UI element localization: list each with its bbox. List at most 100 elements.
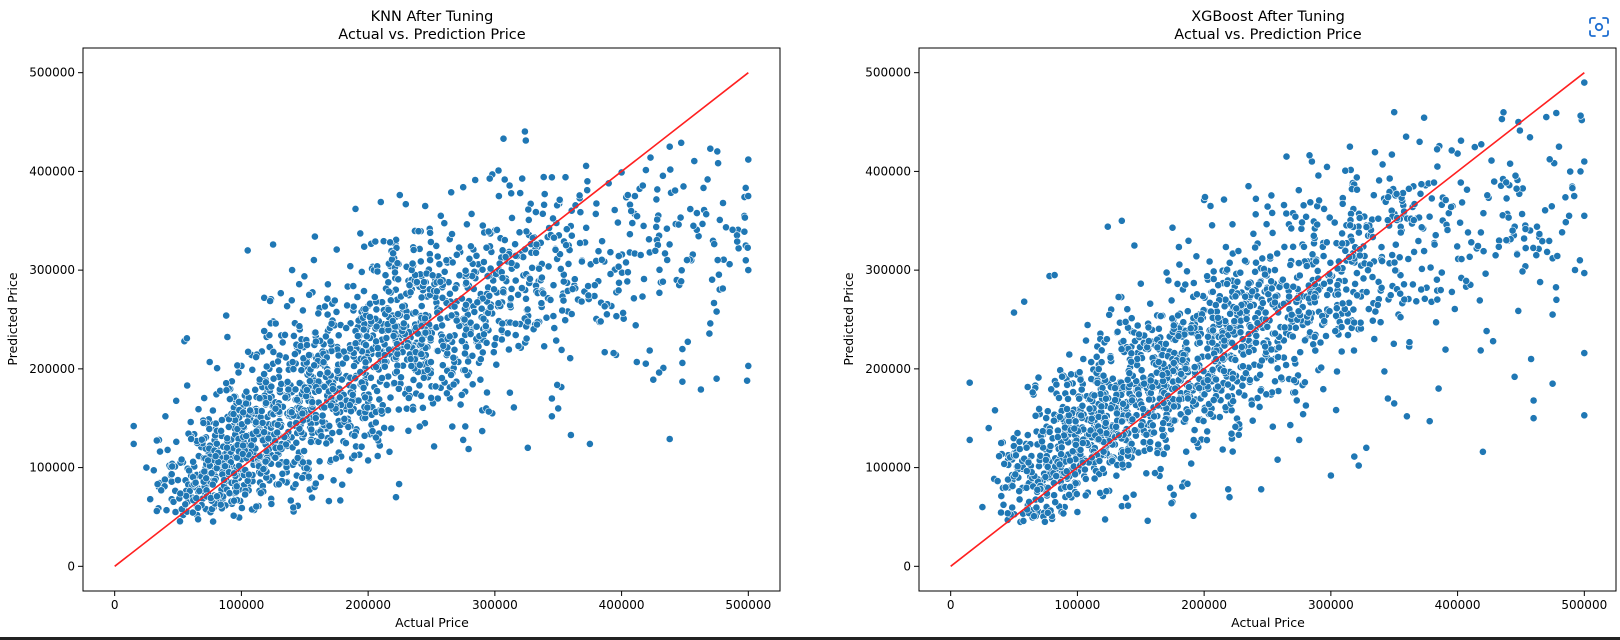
scatter-point (1543, 247, 1551, 256)
scatter-point (305, 351, 313, 359)
x-tick-label: 400000 (599, 598, 645, 612)
scatter-point (459, 435, 468, 444)
scatter-point (615, 278, 623, 287)
scatter-point (1214, 382, 1222, 391)
scatter-point (1294, 186, 1303, 195)
scatter-point (427, 393, 436, 402)
scatter-point (1267, 277, 1276, 286)
scatter-point (224, 422, 233, 431)
scatter-point (243, 417, 252, 426)
scatter-point (360, 431, 369, 440)
scatter-point (997, 508, 1005, 517)
scatter-point (373, 344, 382, 352)
scatter-point (152, 507, 161, 515)
scatter-point (320, 382, 329, 391)
scatter-point (384, 287, 393, 296)
scatter-point (1299, 410, 1307, 419)
scatter-point (1142, 430, 1151, 439)
scatter-point (439, 341, 448, 350)
chart-knn: KNN After Tuning Actual vs. Prediction P… (5, 9, 781, 630)
scatter-point (1252, 194, 1260, 203)
scatter-point (1425, 212, 1434, 221)
scatter-point (1465, 252, 1474, 261)
scatter-point (1302, 262, 1311, 270)
scatter-point (1162, 339, 1170, 348)
scatter-point (659, 171, 667, 180)
scatter-point (1122, 493, 1130, 502)
scatter-point (462, 278, 471, 287)
scatter-point (610, 206, 619, 214)
scatter-point (350, 362, 358, 370)
scatter-point (1023, 383, 1032, 391)
scatter-point (1377, 243, 1386, 251)
scatter-point (447, 311, 456, 320)
scatter-point (1050, 416, 1058, 425)
scatter-point (1156, 465, 1165, 473)
scatter-point (597, 255, 606, 264)
scatter-point (274, 480, 283, 489)
scatter-point (500, 175, 509, 184)
scatter-point (511, 319, 520, 328)
scatter-point (373, 452, 382, 460)
scatter-point (1175, 395, 1184, 404)
scatter-point (1353, 269, 1361, 277)
scatter-point (426, 228, 434, 237)
scatter-point (1282, 209, 1291, 218)
scatter-point (598, 237, 606, 246)
scatter-point (1345, 298, 1353, 307)
y-axis-label: Predicted Price (841, 272, 856, 365)
scatter-point (1514, 306, 1523, 315)
scatter-point (678, 345, 687, 353)
scatter-point (211, 452, 220, 461)
scatter-point (734, 244, 743, 253)
scatter-point (217, 416, 226, 424)
scatter-point (1234, 430, 1243, 439)
scatter-point (1082, 336, 1090, 345)
scatter-point (161, 412, 170, 421)
scatter-point (307, 425, 316, 434)
scatter-point (665, 435, 674, 443)
scatter-point (448, 422, 457, 431)
scatter-point (284, 385, 293, 394)
scatter-point (1580, 269, 1589, 277)
scatter-point (1518, 267, 1527, 276)
scatter-point (167, 470, 176, 479)
focus-screenshot-button[interactable] (1586, 14, 1612, 40)
scatter-point (1185, 383, 1193, 391)
scatter-point (641, 359, 650, 368)
scatter-point (404, 394, 413, 402)
scatter-point (540, 342, 549, 351)
scatter-point (380, 423, 389, 432)
scatter-point (205, 424, 214, 433)
scatter-point (507, 259, 516, 267)
scatter-point (1244, 182, 1253, 191)
scatter-point (391, 268, 399, 277)
scatter-point (1041, 472, 1050, 481)
scatter-point (499, 288, 508, 296)
scatter-point (583, 186, 592, 195)
scatter-point (1443, 226, 1452, 234)
x-tick-label: 0 (111, 598, 119, 612)
scatter-point (484, 227, 493, 236)
scatter-point (460, 349, 469, 358)
scatter-point (555, 195, 564, 204)
scatter-point (522, 227, 531, 236)
scatter-point (286, 496, 295, 505)
scatter-point (129, 439, 138, 448)
scatter-point (1063, 380, 1071, 389)
scatter-point (714, 159, 722, 168)
scatter-point (1205, 257, 1214, 266)
scatter-point (233, 361, 242, 370)
scatter-point (390, 379, 399, 387)
scatter-point (1212, 375, 1220, 384)
scatter-point (1414, 237, 1423, 245)
scatter-point (540, 190, 549, 198)
scatter-point (278, 469, 287, 478)
scatter-point (1458, 198, 1466, 207)
scatter-point (1068, 447, 1077, 456)
scatter-point (614, 262, 623, 271)
scatter-point (360, 287, 368, 295)
scatter-point (417, 350, 426, 359)
scatter-point (1513, 250, 1521, 259)
scatter-point (1133, 321, 1142, 330)
